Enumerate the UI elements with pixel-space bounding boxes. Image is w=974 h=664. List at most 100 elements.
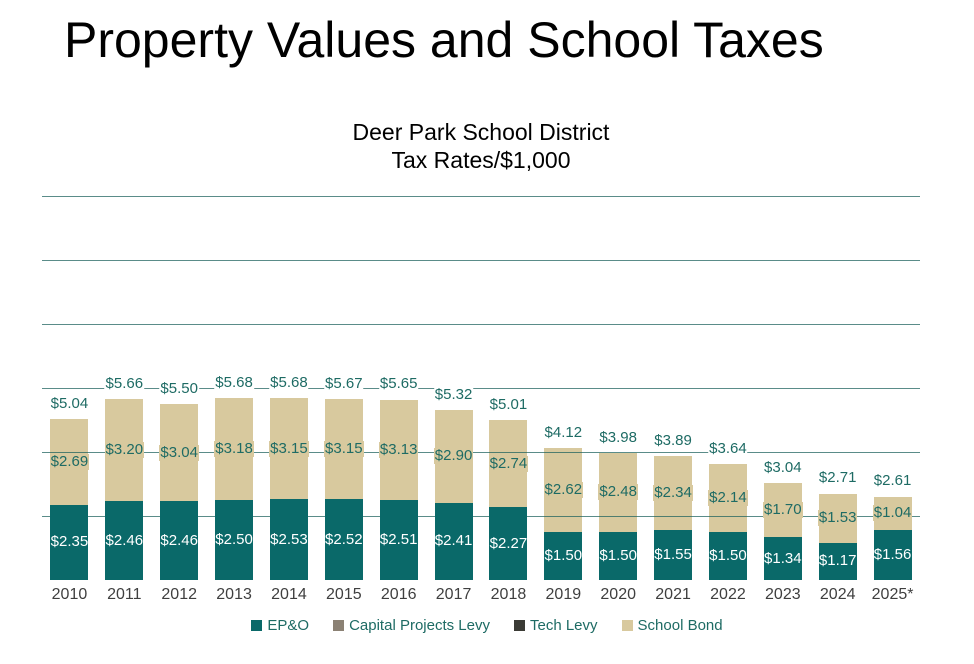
- legend-label: Capital Projects Levy: [349, 617, 490, 634]
- stacked-bar-2015: $3.15 $2.52: [324, 398, 364, 580]
- bar-group-2021: $2.34 $1.55 $3.89: [646, 196, 701, 580]
- stacked-bar-2012: $3.04 $2.46: [159, 404, 199, 580]
- school-bond-segment-2011: $3.20: [104, 398, 145, 502]
- epo-value-label: $2.50: [215, 531, 253, 548]
- stacked-bar-2022: $2.14 $1.50: [708, 463, 748, 580]
- total-value-label: $3.98: [598, 428, 638, 446]
- bar-group-2016: $3.13 $2.51 $5.65: [371, 196, 426, 580]
- epo-segment-2016: $2.51: [379, 499, 418, 580]
- school-bond-segment-2023: $1.70: [763, 482, 803, 538]
- x-axis-label-2022: 2022: [710, 586, 746, 603]
- school-bond-value-label: $2.69: [49, 452, 90, 470]
- school-bond-value-label: $2.34: [653, 483, 693, 501]
- legend: EP&O Capital Projects Levy Tech Levy School…: [0, 617, 974, 634]
- stacked-bar-2023: $1.70 $1.34: [763, 482, 803, 580]
- x-axis: 2010 2011 2012 2013 2014 2015 2016 2017 2018 2019…: [42, 586, 920, 604]
- gridline-12: [42, 196, 920, 197]
- epo-segment-2019: $1.50: [544, 532, 583, 580]
- school-bond-value-label: $2.90: [433, 447, 474, 465]
- school-bond-segment-2017: $2.90: [433, 410, 474, 503]
- bar-group-2025: $1.04 $1.56 $2.61: [865, 196, 920, 580]
- epo-value-label: $1.56: [873, 546, 912, 564]
- x-axis-label-2015: 2015: [326, 586, 362, 603]
- epo-value-label: $1.50: [599, 547, 637, 564]
- school-bond-segment-2013: $3.18: [214, 398, 254, 500]
- legend-item-capital-projects-levy: Capital Projects Levy: [333, 617, 490, 634]
- epo-segment-2017: $2.41: [434, 502, 473, 580]
- school-bond-value-label: $3.13: [378, 440, 419, 458]
- total-value-label: $5.65: [378, 375, 419, 393]
- x-axis-label-2019: 2019: [545, 586, 582, 603]
- epo-value-label: $2.46: [105, 531, 144, 549]
- school-bond-value-label: $1.70: [763, 500, 803, 518]
- legend-item-school-bond: School Bond: [621, 617, 723, 634]
- x-axis-label-2023: 2023: [765, 586, 801, 603]
- total-value-label: $5.67: [324, 374, 364, 392]
- x-axis-label-2025: 2025*: [871, 586, 914, 603]
- epo-segment-2021: $1.55: [654, 530, 693, 580]
- total-value-label: $5.50: [159, 380, 199, 397]
- legend-label: EP&O: [267, 617, 310, 634]
- school-bond-segment-2010: $2.69: [49, 418, 90, 505]
- x-axis-label-2021: 2021: [655, 586, 691, 603]
- bar-group-2020: $2.48 $1.50 $3.98: [591, 196, 646, 580]
- bar-group-2015: $3.15 $2.52 $5.67: [316, 196, 371, 580]
- school-bond-value-label: $2.62: [543, 481, 584, 499]
- bar-group-2023: $1.70 $1.34 $3.04: [755, 196, 810, 580]
- stacked-bar-2021: $2.34 $1.55: [653, 455, 693, 580]
- stacked-bar-2024: $1.53 $1.17: [817, 493, 858, 580]
- epo-segment-2012: $2.46: [160, 501, 199, 580]
- stacked-bar-2019: $2.62 $1.50: [543, 448, 584, 580]
- gridline-4: [42, 452, 920, 453]
- legend-swatch-school-bond: [621, 620, 633, 631]
- stacked-bar-2011: $3.20 $2.46: [104, 398, 145, 580]
- epo-segment-2010: $2.35: [50, 504, 89, 580]
- epo-segment-2023: $1.34: [763, 537, 802, 580]
- epo-value-label: $2.41: [434, 532, 473, 550]
- school-bond-value-label: $2.48: [598, 483, 638, 501]
- gridline-10: [42, 260, 920, 261]
- epo-value-label: $2.53: [270, 530, 308, 548]
- school-bond-value-label: $3.18: [214, 440, 254, 458]
- stacked-bar-2013: $3.18 $2.50: [214, 398, 254, 580]
- epo-value-label: $2.35: [50, 533, 89, 551]
- stacked-bar-2014: $3.15 $2.53: [269, 398, 309, 580]
- epo-value-label: $1.17: [818, 552, 857, 570]
- chart-subtitle: Deer Park School District Tax Rates/$1,0…: [42, 118, 920, 174]
- epo-value-label: $2.51: [379, 530, 418, 548]
- bar-group-2024: $1.53 $1.17 $2.71: [810, 196, 865, 580]
- epo-segment-2015: $2.52: [324, 499, 363, 580]
- epo-value-label: $1.50: [709, 547, 747, 564]
- school-bond-segment-2019: $2.62: [543, 448, 584, 532]
- epo-segment-2025: $1.56: [873, 530, 912, 580]
- stacked-bar-2025: $1.04 $1.56: [872, 496, 913, 580]
- school-bond-value-label: $2.14: [708, 488, 748, 506]
- total-value-label: $5.32: [433, 385, 474, 403]
- x-axis-label-2011: 2011: [107, 586, 142, 603]
- plot-area: $2.69 $2.35 $5.04 $3.20 $2.46 $5.66 $3.04 $2.46…: [42, 196, 920, 580]
- bar-group-2019: $2.62 $1.50 $4.12: [536, 196, 591, 580]
- bars-container: $2.69 $2.35 $5.04 $3.20 $2.46 $5.66 $3.04 $2.46…: [42, 196, 920, 580]
- legend-swatch-capital-projects-levy: [333, 620, 345, 631]
- total-value-label: $5.68: [214, 374, 254, 392]
- x-axis-label-2020: 2020: [600, 586, 636, 603]
- total-value-label: $3.89: [653, 431, 693, 449]
- page-title: Property Values and School Taxes: [64, 12, 824, 68]
- total-value-label: $2.61: [872, 472, 913, 490]
- school-bond-value-label: $3.15: [324, 439, 364, 457]
- bar-group-2014: $3.15 $2.53 $5.68: [262, 196, 317, 580]
- x-axis-label-2016: 2016: [380, 586, 417, 603]
- x-axis-label-2013: 2013: [216, 586, 252, 603]
- total-value-label: $3.04: [763, 458, 803, 476]
- gridline-2: [42, 516, 920, 517]
- total-value-label: $5.01: [488, 395, 529, 413]
- legend-label: School Bond: [637, 617, 723, 634]
- school-bond-segment-2024: $1.53: [817, 493, 858, 543]
- chart-subtitle-line2: Tax Rates/$1,000: [391, 147, 571, 173]
- x-axis-label-2014: 2014: [271, 586, 307, 603]
- stacked-bar-2017: $2.90 $2.41: [433, 410, 474, 580]
- legend-item-ep-o: EP&O: [251, 617, 309, 634]
- epo-segment-2014: $2.53: [269, 499, 308, 580]
- school-bond-segment-2016: $3.13: [378, 399, 419, 500]
